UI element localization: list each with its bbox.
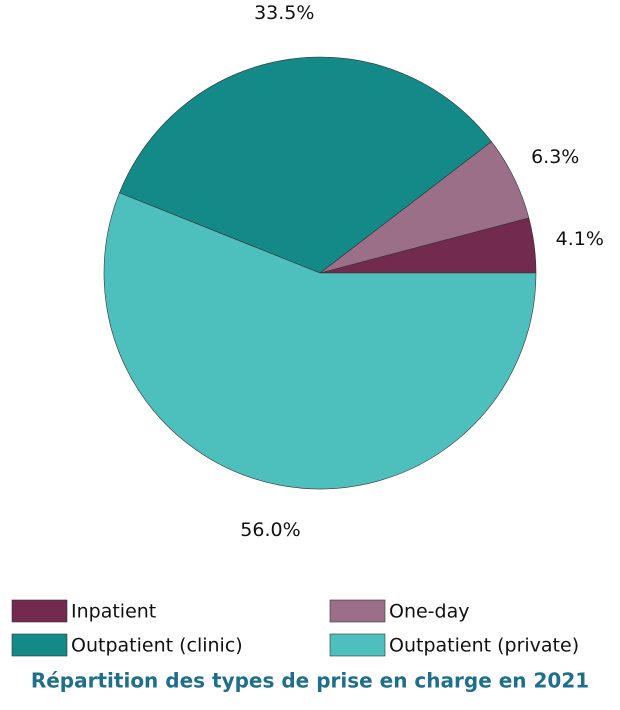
legend-label: Outpatient (clinic) [71, 635, 243, 657]
data-label: 4.1% [556, 228, 604, 250]
legend-swatch [11, 633, 68, 657]
legend-label: One-day [389, 601, 470, 623]
data-label: 56.0% [240, 519, 300, 541]
pie-slice [119, 56, 492, 274]
legend-swatch [329, 599, 386, 623]
legend-swatch [11, 599, 68, 623]
data-label: 6.3% [531, 146, 579, 168]
legend-label: Inpatient [71, 601, 156, 623]
data-label: 33.5% [254, 2, 314, 24]
chart-title: Répartition des types de prise en charge… [31, 669, 589, 693]
legend-swatch [329, 633, 386, 657]
legend-label: Outpatient (private) [389, 635, 579, 657]
pie-slice [103, 192, 537, 490]
